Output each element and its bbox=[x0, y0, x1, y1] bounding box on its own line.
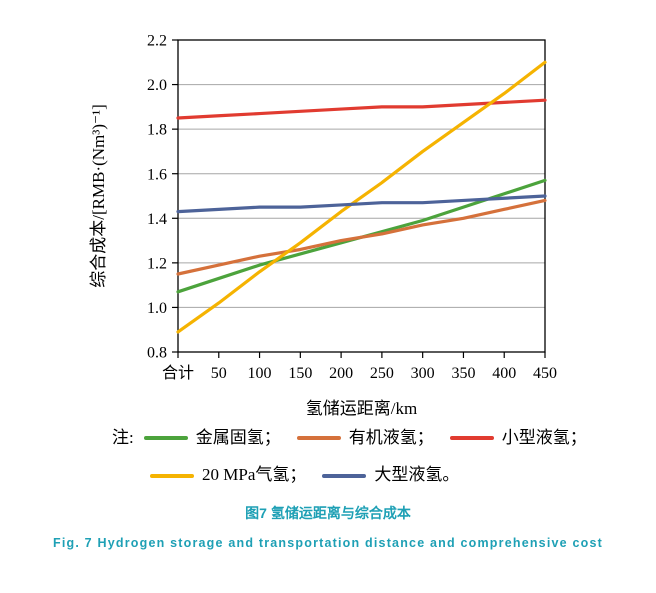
series-line-4 bbox=[176, 194, 547, 214]
y-axis-tick-label: 1.4 bbox=[147, 211, 167, 228]
x-axis-tick-label: 300 bbox=[411, 365, 435, 382]
legend-label: 有机液氢； bbox=[348, 428, 434, 447]
legend-label: 金属固氢； bbox=[195, 428, 281, 447]
legend-item: 金属固氢； bbox=[143, 428, 281, 448]
caption-chinese: 图7 氢储运距离与综合成本 bbox=[245, 504, 411, 521]
x-axis-tick-label: 350 bbox=[451, 365, 475, 382]
y-axis-tick-label: 1.0 bbox=[147, 300, 167, 317]
y-axis-tick-label: 0.8 bbox=[147, 345, 167, 362]
x-axis-tick-label: 450 bbox=[533, 365, 557, 382]
caption-english: Fig. 7 Hydrogen storage and transportati… bbox=[52, 535, 603, 550]
y-axis-tick-label: 1.2 bbox=[147, 255, 167, 272]
y-axis-tick-label: 2.0 bbox=[147, 77, 167, 94]
y-axis-title: 综合成本/[RMB·(Nm³)⁻¹] bbox=[89, 104, 108, 288]
legend-item: 20 MPa气氢； bbox=[150, 465, 306, 485]
x-axis-title: 氢储运距离/km bbox=[306, 399, 417, 418]
legend-row: 20 MPa气氢； 大型液氢。 bbox=[112, 465, 656, 485]
chart-canvas: 0.8 1.0 1.2 1.4 1.6 1.8 2.0 2.2 合计 50 100 150 200 250… bbox=[89, 33, 557, 418]
x-axis-tick-label: 50 bbox=[211, 365, 227, 382]
legend-swatch-1 bbox=[296, 436, 341, 441]
legend-row: 注: 金属固氢； 有机液氢； 小型液氢； bbox=[112, 428, 656, 448]
series-line-2 bbox=[176, 98, 547, 120]
legend-note-label: 注: bbox=[112, 428, 134, 447]
legend-swatch-0 bbox=[143, 436, 188, 441]
y-axis-tick-label: 2.2 bbox=[147, 33, 167, 50]
legend-item: 大型液氢。 bbox=[322, 465, 459, 485]
legend-label: 大型液氢。 bbox=[374, 465, 460, 485]
x-axis-tick-label: 400 bbox=[492, 365, 516, 382]
y-axis-tick-label: 1.6 bbox=[147, 166, 167, 183]
legend-label: 20 MPa气氢； bbox=[202, 465, 307, 485]
x-axis-tick-label: 100 bbox=[248, 365, 272, 382]
line-chart: 0.8 1.0 1.2 1.4 1.6 1.8 2.0 2.2 合计 50 100 150 200 250… bbox=[89, 33, 557, 418]
x-axis-tick-label: 250 bbox=[370, 365, 394, 382]
x-axis-tick-label: 200 bbox=[329, 365, 353, 382]
x-axis-tick-label: 150 bbox=[288, 365, 312, 382]
y-axis-tick-label: 1.8 bbox=[147, 122, 167, 139]
series-line-1 bbox=[176, 198, 547, 276]
legend-label: 小型液氢； bbox=[501, 428, 587, 447]
legend-swatch-4 bbox=[322, 473, 367, 478]
series-line-3 bbox=[176, 60, 547, 334]
legend-swatch-3 bbox=[150, 473, 194, 478]
legend-item: 小型液氢； bbox=[449, 428, 587, 448]
x-axis-tick-label: 合计 bbox=[162, 364, 194, 382]
legend-swatch-2 bbox=[449, 436, 494, 441]
legend-item: 有机液氢； bbox=[296, 428, 434, 448]
chart-legend: 注: 金属固氢； 有机液氢； 小型液氢； 20 MPa气氢； 大型液氢。 bbox=[112, 428, 656, 486]
